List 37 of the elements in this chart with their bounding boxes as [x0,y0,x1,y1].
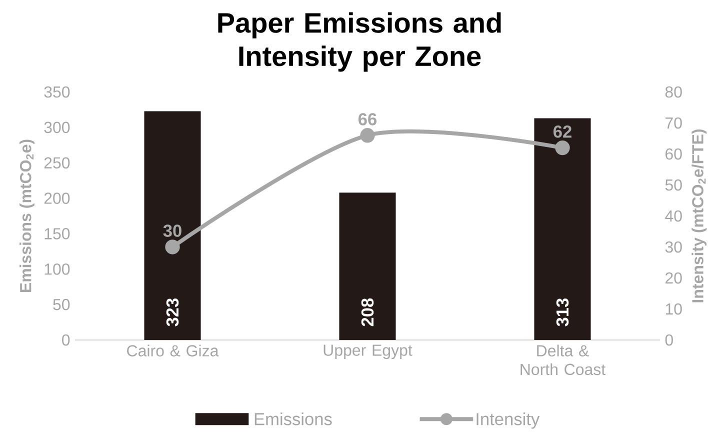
y2-tick-label: 80 [665,86,682,98]
data-label: 313 [556,298,569,326]
point [165,240,180,254]
y-tick-label: 0 [62,334,70,346]
y-axis-title: Emissions (mtCO$_{2}$e) [20,140,34,292]
y2-tick-label: 20 [666,272,682,284]
chart-title: Paper Emissions and Intensity per Zone [218,12,501,72]
data-label: 62 [553,125,572,138]
data-label: 30 [163,224,182,237]
y2-axis-title: Intensity (mtCO$_{2}$e/FTE) [692,129,707,302]
bar [144,111,201,340]
bar [339,192,396,340]
y2-tick-label: 0 [665,334,673,346]
data-label: 66 [358,113,377,126]
x-tick-label: Delta & North Coast [520,344,606,376]
y-tick-label: 100 [44,263,70,275]
bar [534,118,591,340]
y-tick-label: 50 [53,298,70,310]
x-tick-label: Cairo & Giza [127,344,219,356]
data-label: 208 [361,298,374,326]
y-tick-label: 350 [44,86,70,98]
y-tick-label: 150 [44,228,70,240]
y2-tick-label: 50 [665,179,682,191]
data-label: 323 [166,298,179,326]
legend-label: Emissions [254,412,332,426]
y2-tick-label: 30 [665,241,682,253]
y-tick-label: 250 [44,157,70,169]
y2-tick-label: 60 [666,148,682,160]
y-tick-label: 200 [44,192,70,204]
y2-tick-label: 40 [665,210,682,222]
point [360,128,375,143]
y-tick-label: 300 [44,122,70,134]
legend-label: Intensity [476,412,540,429]
y2-tick-label: 70 [666,117,682,129]
y2-tick-label: 10 [666,303,682,315]
point [555,140,570,156]
x-tick-label: Upper Egypt [324,344,412,360]
